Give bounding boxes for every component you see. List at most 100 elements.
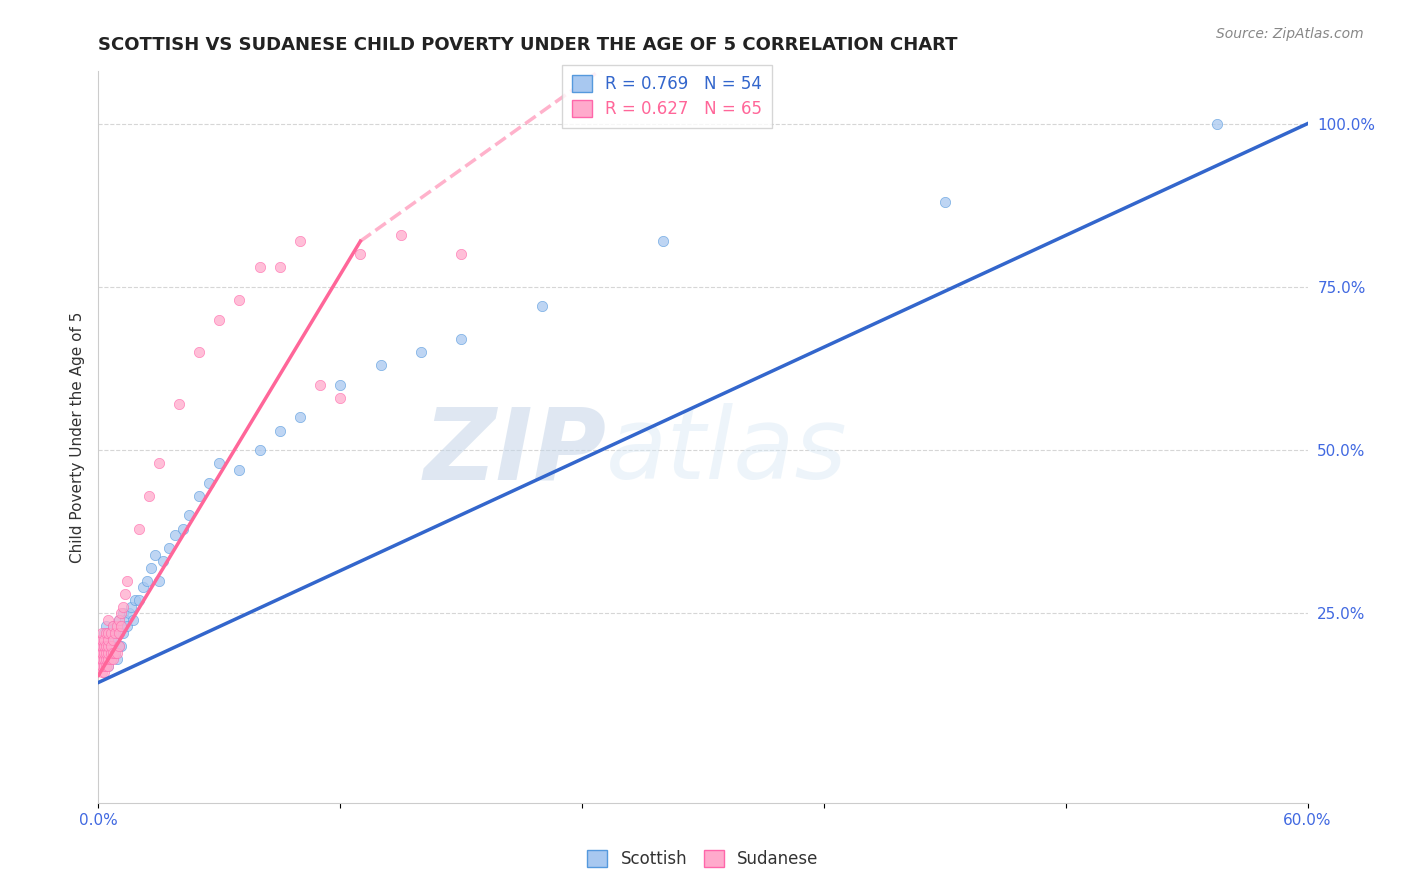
Point (114, 587, 136, 601)
Point (89, 632, 111, 647)
Point (101, 632, 124, 647)
Point (107, 613, 129, 627)
Legend: Scottish, Sudanese: Scottish, Sudanese (581, 844, 825, 875)
Point (120, 599, 142, 614)
Point (103, 646, 125, 660)
Point (100, 632, 122, 647)
Point (167, 397, 190, 411)
Point (329, 391, 352, 405)
Y-axis label: Child Poverty Under the Age of 5: Child Poverty Under the Age of 5 (69, 311, 84, 563)
Point (651, 234, 673, 248)
Point (135, 574, 157, 588)
Point (91, 639, 114, 653)
Point (115, 574, 138, 588)
Point (96, 652, 118, 666)
Text: Source: ZipAtlas.com: Source: ZipAtlas.com (1216, 27, 1364, 41)
Point (115, 619, 138, 633)
Point (91, 626, 114, 640)
Point (107, 613, 129, 627)
Point (121, 613, 143, 627)
Point (110, 639, 132, 653)
Point (107, 639, 129, 653)
Point (97, 626, 120, 640)
Point (100, 626, 122, 640)
Point (97, 658, 120, 673)
Point (97, 658, 120, 673)
Point (228, 293, 250, 307)
Point (198, 475, 221, 490)
Point (97, 646, 120, 660)
Point (269, 260, 291, 275)
Point (107, 639, 129, 653)
Point (100, 639, 122, 653)
Point (103, 632, 125, 647)
Point (96, 652, 118, 666)
Point (114, 613, 136, 627)
Point (97, 639, 120, 653)
Point (208, 456, 231, 470)
Point (132, 580, 155, 594)
Point (91, 658, 114, 673)
Point (118, 607, 141, 621)
Point (138, 489, 160, 503)
Point (96, 658, 118, 673)
Point (309, 377, 332, 392)
Point (409, 345, 432, 359)
Point (89, 658, 111, 673)
Point (97, 613, 120, 627)
Point (93, 646, 115, 660)
Point (188, 345, 211, 359)
Point (148, 574, 170, 588)
Point (163, 528, 186, 542)
Point (179, 508, 201, 523)
Point (103, 626, 125, 640)
Point (249, 260, 271, 275)
Point (152, 554, 174, 568)
Point (110, 619, 132, 633)
Point (288, 234, 311, 248)
Point (96, 619, 118, 633)
Point (288, 410, 311, 425)
Point (91, 632, 114, 647)
Point (1206, 117, 1229, 131)
Point (450, 332, 472, 346)
Point (89, 639, 111, 653)
Point (349, 247, 371, 261)
Point (105, 619, 128, 633)
Point (91, 639, 114, 653)
Point (143, 548, 166, 562)
Point (96, 626, 118, 640)
Point (139, 560, 162, 574)
Point (96, 639, 118, 653)
Point (157, 541, 180, 555)
Point (100, 652, 122, 666)
Point (97, 632, 120, 647)
Text: ZIP: ZIP (423, 403, 606, 500)
Point (110, 619, 132, 633)
Point (91, 652, 114, 666)
Point (124, 593, 146, 607)
Point (228, 463, 250, 477)
Point (93, 639, 115, 653)
Point (101, 619, 124, 633)
Point (188, 489, 211, 503)
Point (93, 665, 115, 680)
Point (101, 646, 124, 660)
Point (107, 626, 129, 640)
Point (329, 377, 352, 392)
Point (269, 424, 291, 438)
Point (934, 194, 956, 209)
Point (101, 639, 124, 653)
Point (111, 607, 134, 621)
Point (97, 639, 120, 653)
Point (128, 593, 150, 607)
Point (101, 652, 124, 666)
Point (103, 646, 125, 660)
Point (93, 658, 115, 673)
Point (96, 646, 118, 660)
Point (89, 652, 111, 666)
Point (93, 652, 115, 666)
Point (450, 247, 472, 261)
Point (93, 626, 115, 640)
Point (370, 358, 392, 372)
